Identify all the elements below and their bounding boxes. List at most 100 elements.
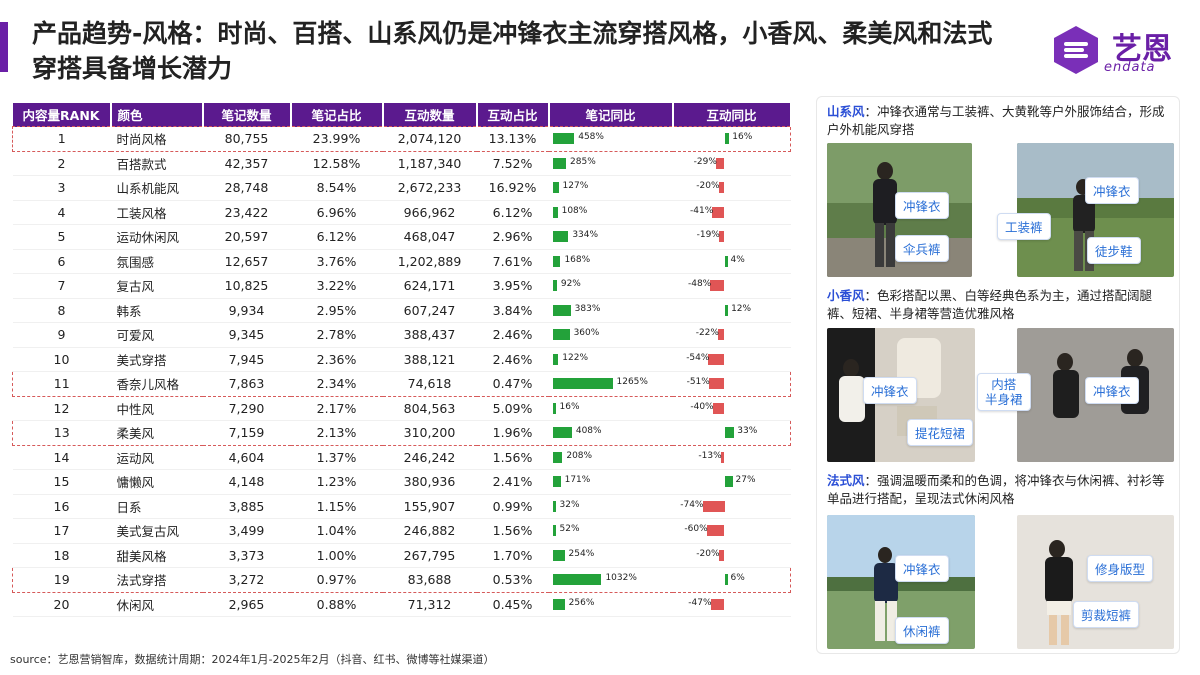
interact-count-cell: 380,936 (382, 469, 477, 495)
note-yoy-bar (552, 525, 556, 536)
note-count-cell: 7,159 (202, 420, 291, 446)
section-french-desc: 法式风：强调温暖而柔和的色调，将冲锋衣与休闲裤、衬衫等单品进行搭配，呈现法式休闲… (827, 472, 1172, 508)
interact-yoy-bar (724, 427, 735, 438)
interact-yoy-cell: -54% (672, 347, 791, 372)
rank-cell: 2 (12, 151, 111, 176)
note-count-cell: 42,357 (202, 151, 291, 176)
color-cell: 休闲风 (110, 592, 203, 617)
interact-share-cell: 13.13% (476, 126, 549, 152)
interact-yoy-cell: 4% (672, 249, 791, 274)
interact-yoy-bar (718, 549, 725, 561)
interact-count-cell: 624,171 (382, 273, 477, 299)
note-count-cell: 7,290 (202, 396, 291, 421)
table-row: 6 氛围感 12,657 3.76% 1,202,889 7.61% 168% 4% (12, 249, 791, 274)
interact-share-cell: 3.84% (476, 298, 549, 323)
interact-yoy-bar (712, 402, 725, 414)
interact-yoy-bar (724, 133, 730, 144)
note-share-cell: 6.96% (290, 200, 383, 225)
note-yoy-cell: 383% (548, 298, 673, 323)
color-cell: 慵懒风 (110, 469, 203, 495)
note-yoy-label: 254% (568, 548, 595, 559)
note-count-cell: 2,965 (202, 592, 291, 617)
interact-yoy-label: -29% (693, 156, 717, 167)
table-row: 16 日系 3,885 1.15% 155,907 0.99% 32% -74% (12, 494, 791, 519)
interact-share-cell: 1.70% (476, 543, 549, 568)
interact-share-cell: 5.09% (476, 396, 549, 421)
table-row: 12 中性风 7,290 2.17% 804,563 5.09% 16% -40% (12, 396, 791, 421)
note-share-cell: 12.58% (290, 151, 383, 176)
rank-cell: 1 (12, 126, 111, 152)
header-interact-count: 互动数量 (382, 103, 478, 127)
note-share-cell: 6.12% (290, 224, 383, 250)
table-row: 18 甜美风格 3,373 1.00% 267,795 1.70% 254% -20% (12, 543, 791, 568)
note-yoy-bar (552, 280, 557, 291)
note-share-cell: 1.04% (290, 518, 383, 544)
note-share-cell: 2.34% (290, 371, 383, 397)
interact-yoy-bar (718, 182, 725, 193)
interact-yoy-label: -60% (684, 524, 708, 534)
photo-french-2-image (1017, 515, 1174, 649)
interact-count-cell: 1,202,889 (382, 249, 477, 274)
interact-count-cell: 74,618 (382, 371, 477, 397)
interact-count-cell: 246,882 (382, 518, 477, 544)
note-count-cell: 9,345 (202, 322, 291, 348)
interact-yoy-bar (715, 157, 725, 169)
interact-count-cell: 388,437 (382, 322, 477, 348)
interact-yoy-label: -54% (686, 352, 710, 363)
note-count-cell: 9,934 (202, 298, 291, 323)
note-share-cell: 2.13% (290, 420, 383, 446)
section-french-keyword: 法式风 (827, 473, 865, 488)
interact-yoy-label: 16% (732, 132, 753, 142)
interact-share-cell: 0.47% (476, 371, 549, 397)
note-share-cell: 3.22% (290, 273, 383, 299)
interact-share-cell: 0.53% (476, 567, 549, 593)
interact-yoy-bar (724, 476, 733, 487)
note-share-cell: 2.95% (290, 298, 383, 323)
note-yoy-bar (552, 133, 575, 144)
interact-count-cell: 966,962 (382, 200, 477, 225)
section-french-text: ：强调温暖而柔和的色调，将冲锋衣与休闲裤、衬衫等单品进行搭配，呈现法式休闲风格 (827, 473, 1165, 506)
interact-yoy-cell: -51% (672, 371, 791, 397)
note-share-cell: 1.23% (290, 469, 383, 495)
interact-share-cell: 7.52% (476, 151, 549, 176)
section-chanel-text: ：色彩搭配以黑、白等经典色系为主，通过搭配阔腿裤、短裙、半身裙等营造优雅风格 (827, 288, 1153, 321)
note-yoy-label: 32% (559, 499, 580, 510)
interact-yoy-bar (702, 500, 725, 512)
interact-count-cell: 83,688 (382, 567, 477, 593)
note-yoy-cell: 458% (548, 126, 673, 152)
color-cell: 百搭款式 (110, 151, 203, 176)
table-row: 13 柔美风 7,159 2.13% 310,200 1.96% 408% 33% (12, 420, 791, 446)
tag-mountain-jacket-2: 冲锋衣 (1085, 177, 1139, 204)
note-share-cell: 2.78% (290, 322, 383, 348)
interact-share-cell: 1.56% (476, 445, 549, 470)
rank-cell: 14 (12, 445, 111, 470)
title-accent-bar (0, 22, 8, 72)
style-examples-panel: 山系风：冲锋衣通常与工装裤、大黄靴等户外服饰结合，形成户外机能风穿搭 冲锋衣 伞… (816, 96, 1180, 654)
table-row: 14 运动风 4,604 1.37% 246,242 1.56% 208% -13% (12, 445, 791, 470)
note-yoy-bar (552, 402, 556, 414)
note-yoy-label: 256% (568, 597, 595, 608)
interact-yoy-label: -20% (696, 181, 720, 191)
photo-french-1-image (827, 515, 975, 649)
interact-yoy-cell: -22% (672, 322, 791, 348)
tag-mountain-pants: 伞兵裤 (895, 235, 949, 262)
table-row: 9 可爱风 9,345 2.78% 388,437 2.46% 360% -22% (12, 322, 791, 348)
note-count-cell: 7,863 (202, 371, 291, 397)
header-color: 颜色 (110, 103, 204, 127)
interact-share-cell: 2.46% (476, 322, 549, 348)
note-yoy-bar (552, 157, 567, 169)
note-yoy-cell: 16% (548, 396, 673, 421)
note-yoy-label: 458% (578, 132, 604, 142)
note-count-cell: 4,148 (202, 469, 291, 495)
interact-yoy-cell: 27% (672, 469, 791, 495)
rank-cell: 10 (12, 347, 111, 372)
interact-yoy-cell: 6% (672, 567, 791, 593)
interact-share-cell: 2.41% (476, 469, 549, 495)
interact-yoy-cell: -19% (672, 224, 791, 250)
note-yoy-cell: 285% (548, 151, 673, 176)
note-share-cell: 1.15% (290, 494, 383, 519)
rank-cell: 11 (12, 371, 111, 397)
color-cell: 柔美风 (110, 420, 203, 446)
table-row: 15 慵懒风 4,148 1.23% 380,936 2.41% 171% 27% (12, 469, 791, 495)
interact-yoy-label: -20% (696, 548, 720, 559)
